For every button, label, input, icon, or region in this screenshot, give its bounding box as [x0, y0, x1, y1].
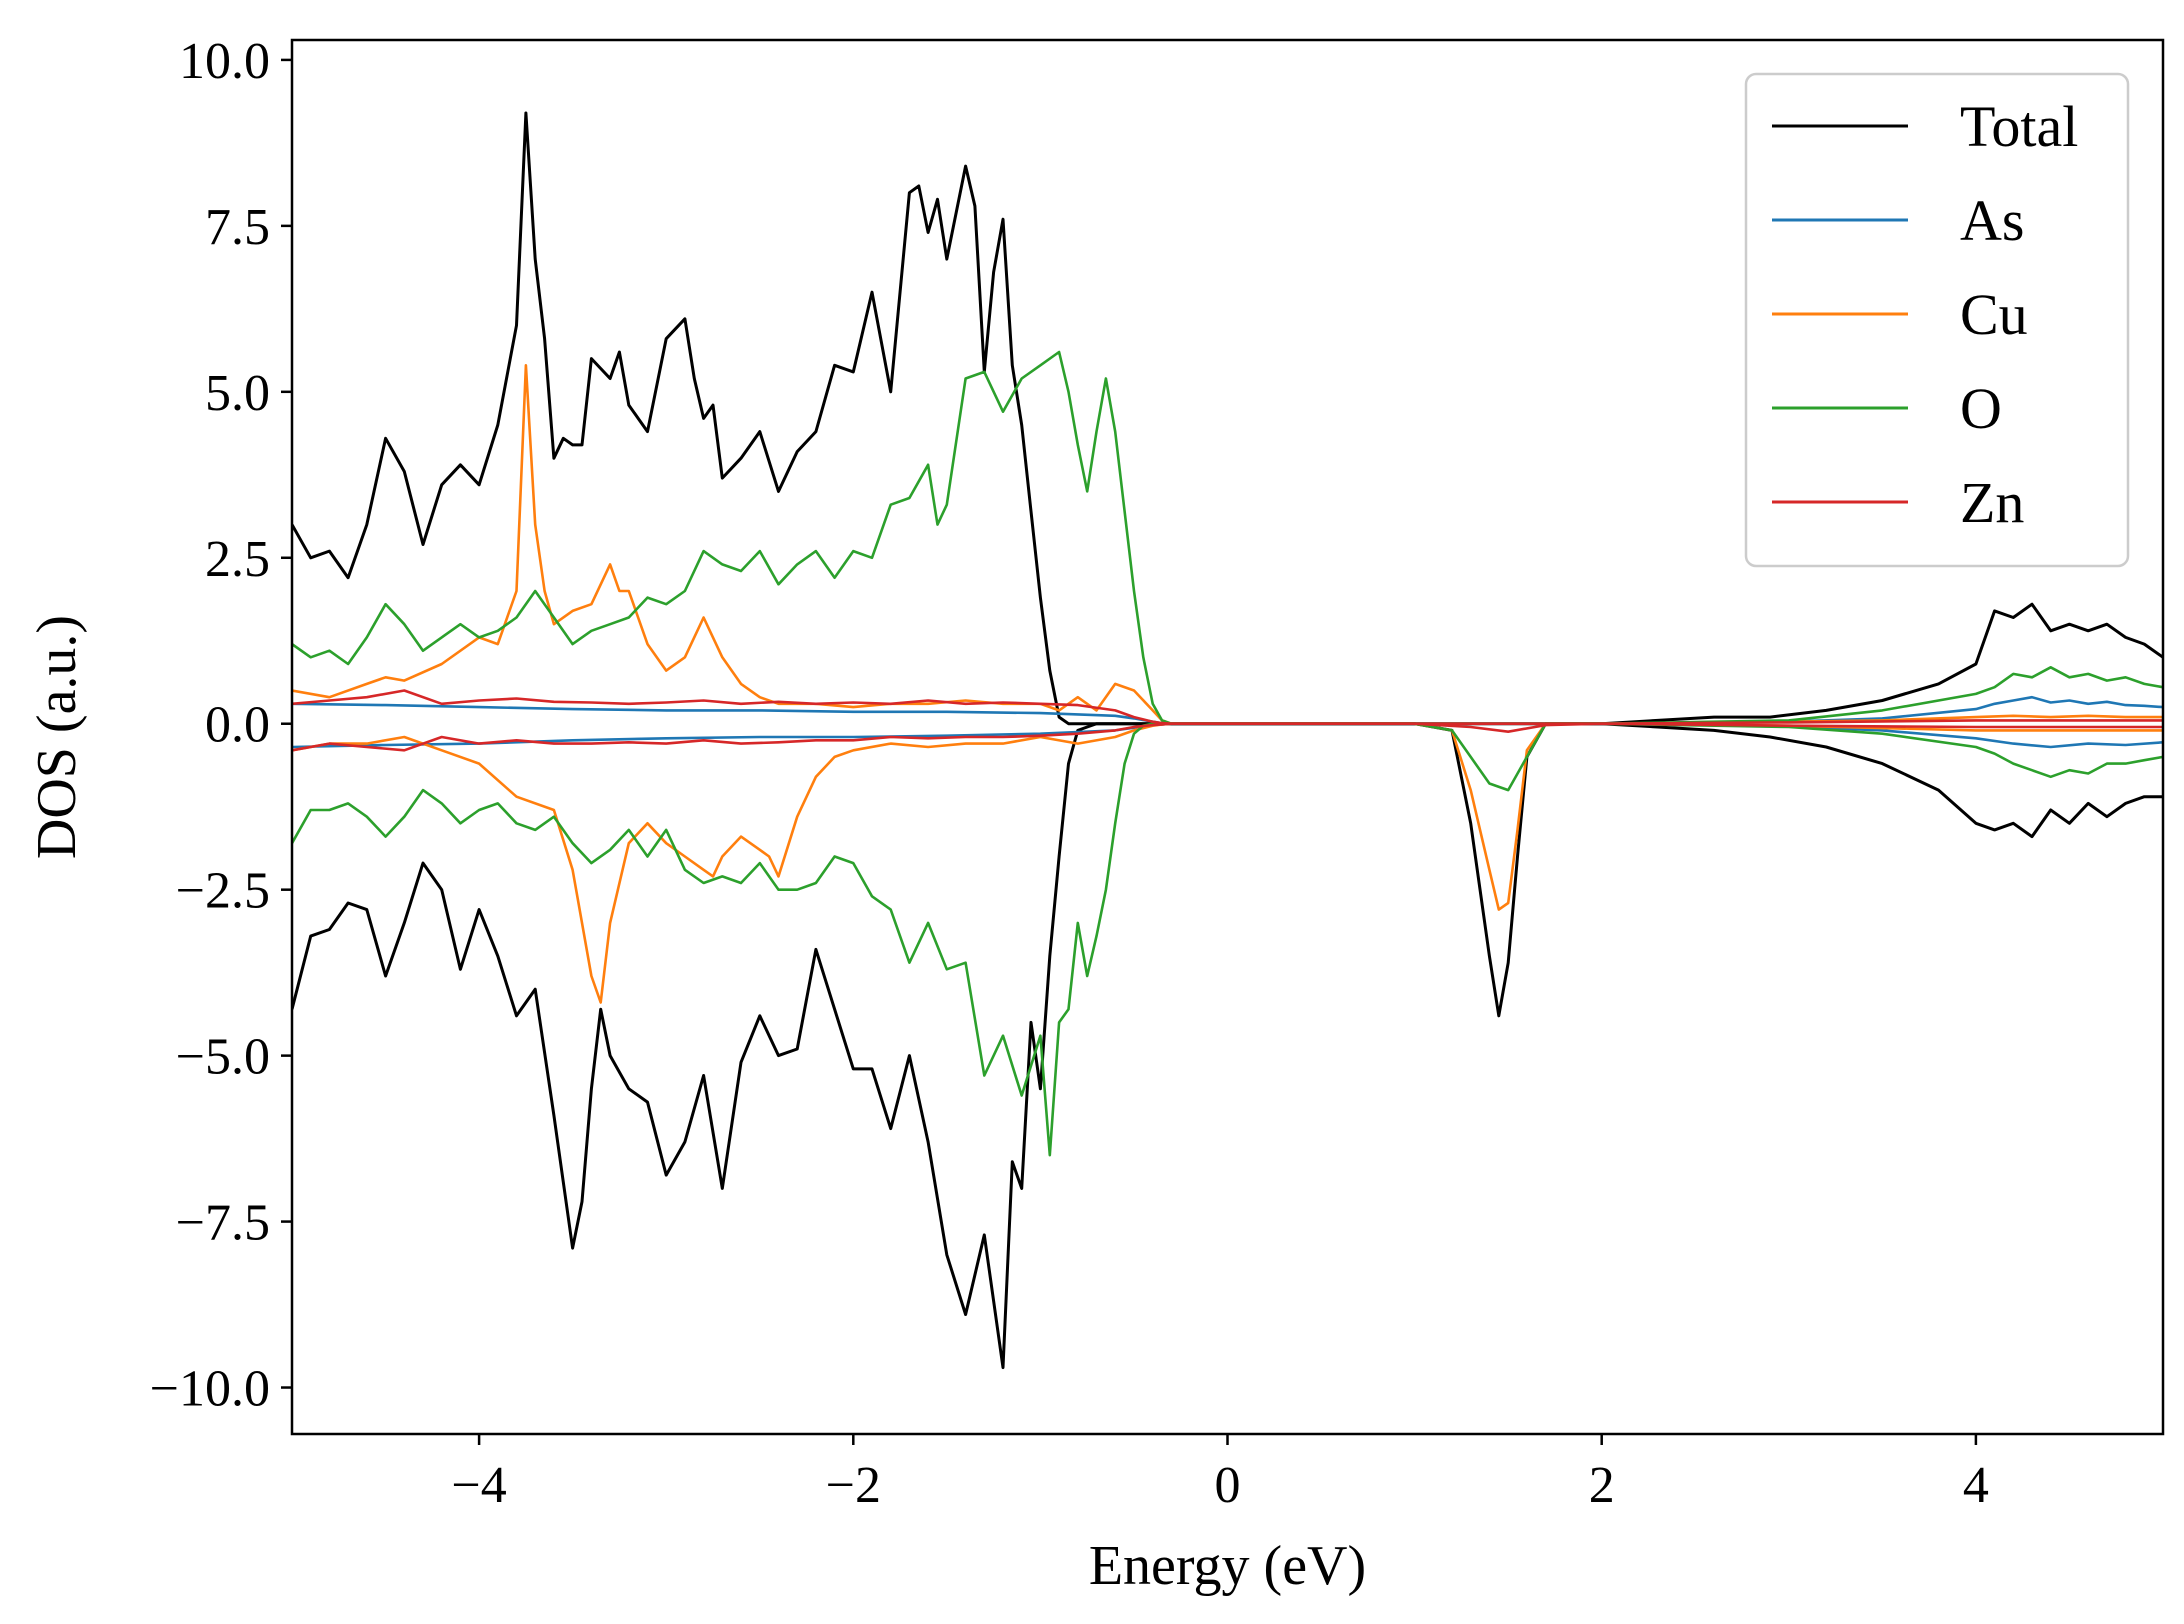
- x-tick-label: −2: [826, 1457, 881, 1514]
- legend-items: Total As Cu O Zn: [1772, 94, 2078, 535]
- legend: Total As Cu O Zn: [1744, 72, 2130, 568]
- y-tick-label: 0.0: [205, 697, 270, 754]
- series-layer: [292, 111, 2163, 1370]
- series-line-o-up: [292, 350, 2163, 725]
- legend-box: [1744, 72, 2130, 568]
- series-line-total-down: [292, 722, 2163, 1370]
- series-line-total-up: [292, 111, 2163, 726]
- y-axis-ticks: −10.0 −7.5 −5.0 −2.5 0.0 2.5 5.0 7.5 10.0: [150, 33, 292, 1418]
- y-tick-label: 10.0: [179, 33, 270, 90]
- y-tick-label: −2.5: [176, 863, 270, 920]
- legend-label-zn: Zn: [1960, 470, 2024, 535]
- y-tick-label: 7.5: [205, 199, 270, 256]
- legend-label-o: O: [1960, 376, 2002, 441]
- y-tick-label: 5.0: [205, 365, 270, 422]
- x-axis-ticks: −4 −2 0 2 4: [451, 1434, 1989, 1514]
- legend-label-cu: Cu: [1960, 282, 2028, 347]
- y-tick-label: −7.5: [176, 1195, 270, 1252]
- series-line-zn-down: [292, 722, 2163, 752]
- legend-label-total: Total: [1960, 94, 2078, 159]
- legend-label-as: As: [1960, 188, 2024, 253]
- x-tick-label: −4: [451, 1457, 506, 1514]
- x-tick-label: 2: [1589, 1457, 1615, 1514]
- series-line-cu-down: [292, 722, 2163, 1004]
- y-tick-label: −5.0: [176, 1029, 270, 1086]
- x-tick-label: 0: [1215, 1457, 1241, 1514]
- y-tick-label: 2.5: [205, 531, 270, 588]
- x-tick-label: 4: [1963, 1457, 1989, 1514]
- y-tick-label: −10.0: [150, 1361, 270, 1418]
- x-axis-label: Energy (eV): [1089, 1535, 1366, 1597]
- y-axis-label: DOS (a.u.): [26, 615, 88, 859]
